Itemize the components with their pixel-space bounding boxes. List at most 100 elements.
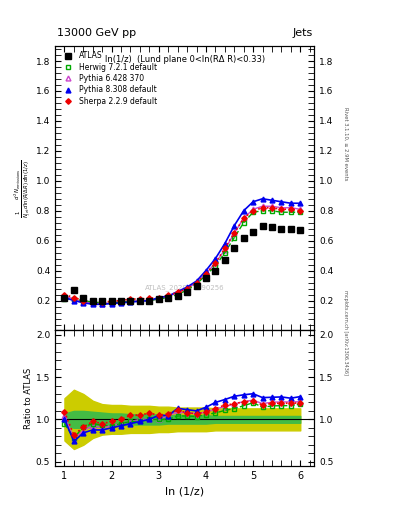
Herwig 7.2.1 default	[279, 209, 284, 216]
Pythia 8.308 default	[81, 300, 86, 306]
ATLAS	[100, 297, 105, 304]
Sherpa 2.2.9 default	[222, 245, 227, 251]
Line: Pythia 8.308 default: Pythia 8.308 default	[62, 196, 303, 307]
Pythia 8.308 default	[119, 300, 123, 306]
Pythia 6.428 370	[109, 300, 114, 306]
ATLAS	[298, 227, 303, 233]
ATLAS	[270, 224, 274, 230]
Sherpa 2.2.9 default	[204, 270, 208, 276]
Pythia 6.428 370	[100, 301, 105, 307]
Pythia 6.428 370	[241, 215, 246, 221]
Pythia 8.308 default	[147, 297, 152, 304]
Herwig 7.2.1 default	[62, 296, 67, 302]
Herwig 7.2.1 default	[204, 272, 208, 278]
Text: Rivet 3.1.10, ≥ 2.9M events: Rivet 3.1.10, ≥ 2.9M events	[343, 106, 348, 180]
Sherpa 2.2.9 default	[100, 299, 105, 305]
Pythia 8.308 default	[185, 284, 189, 290]
Sherpa 2.2.9 default	[288, 206, 293, 212]
Pythia 8.308 default	[241, 208, 246, 214]
Legend: ATLAS, Herwig 7.2.1 default, Pythia 6.428 370, Pythia 8.308 default, Sherpa 2.2.: ATLAS, Herwig 7.2.1 default, Pythia 6.42…	[57, 48, 160, 109]
Sherpa 2.2.9 default	[175, 289, 180, 295]
Sherpa 2.2.9 default	[213, 260, 218, 266]
Pythia 6.428 370	[222, 247, 227, 253]
Text: 13000 GeV pp: 13000 GeV pp	[57, 28, 136, 38]
Herwig 7.2.1 default	[194, 281, 199, 287]
Herwig 7.2.1 default	[138, 298, 142, 304]
Sherpa 2.2.9 default	[62, 291, 67, 297]
Pythia 8.308 default	[166, 293, 171, 299]
Herwig 7.2.1 default	[119, 299, 123, 305]
Pythia 8.308 default	[288, 200, 293, 206]
Line: Herwig 7.2.1 default: Herwig 7.2.1 default	[62, 208, 303, 305]
Pythia 8.308 default	[279, 199, 284, 205]
ATLAS	[204, 275, 208, 281]
Herwig 7.2.1 default	[213, 263, 218, 269]
Pythia 8.308 default	[232, 223, 237, 229]
ATLAS	[222, 257, 227, 263]
Pythia 8.308 default	[175, 288, 180, 294]
ATLAS	[241, 234, 246, 241]
Sherpa 2.2.9 default	[270, 205, 274, 211]
Pythia 6.428 370	[260, 203, 265, 209]
ATLAS	[194, 283, 199, 289]
Pythia 8.308 default	[204, 268, 208, 274]
Text: mcplots.cern.ch [arXiv:1306.3436]: mcplots.cern.ch [arXiv:1306.3436]	[343, 290, 348, 375]
Pythia 6.428 370	[147, 297, 152, 304]
Pythia 8.308 default	[62, 294, 67, 301]
Pythia 6.428 370	[185, 286, 189, 292]
ATLAS	[156, 296, 161, 302]
Line: Pythia 6.428 370: Pythia 6.428 370	[62, 204, 303, 306]
Sherpa 2.2.9 default	[156, 294, 161, 301]
Sherpa 2.2.9 default	[298, 208, 303, 214]
Sherpa 2.2.9 default	[128, 296, 133, 302]
Y-axis label: Ratio to ATLAS: Ratio to ATLAS	[24, 368, 33, 429]
Pythia 8.308 default	[72, 297, 76, 304]
Pythia 6.428 370	[251, 206, 255, 212]
ATLAS	[185, 288, 189, 294]
Pythia 8.308 default	[156, 294, 161, 301]
Herwig 7.2.1 default	[232, 234, 237, 241]
Y-axis label: $\frac{1}{N_{jet}}\frac{d^2 N_{emissions}}{d\ln(R/\Delta R)\,d\ln(1/z)}$: $\frac{1}{N_{jet}}\frac{d^2 N_{emissions…	[13, 159, 33, 218]
Sherpa 2.2.9 default	[166, 292, 171, 298]
Pythia 6.428 370	[213, 260, 218, 266]
Sherpa 2.2.9 default	[241, 215, 246, 221]
ATLAS	[147, 297, 152, 304]
ATLAS	[128, 297, 133, 304]
Herwig 7.2.1 default	[241, 220, 246, 226]
Herwig 7.2.1 default	[100, 300, 105, 306]
Pythia 6.428 370	[138, 297, 142, 304]
Herwig 7.2.1 default	[72, 296, 76, 302]
Pythia 6.428 370	[175, 290, 180, 296]
Pythia 8.308 default	[213, 255, 218, 262]
Sherpa 2.2.9 default	[251, 208, 255, 214]
ATLAS	[213, 268, 218, 274]
Herwig 7.2.1 default	[90, 299, 95, 305]
Pythia 6.428 370	[204, 270, 208, 276]
Herwig 7.2.1 default	[298, 209, 303, 216]
Herwig 7.2.1 default	[185, 287, 189, 293]
Pythia 6.428 370	[62, 293, 67, 299]
Sherpa 2.2.9 default	[72, 294, 76, 301]
Pythia 8.308 default	[90, 301, 95, 307]
ATLAS	[90, 297, 95, 304]
Sherpa 2.2.9 default	[147, 295, 152, 302]
ATLAS	[62, 294, 67, 301]
Herwig 7.2.1 default	[156, 296, 161, 302]
ATLAS	[109, 297, 114, 304]
Pythia 6.428 370	[298, 206, 303, 212]
Pythia 8.308 default	[194, 278, 199, 284]
Sherpa 2.2.9 default	[232, 230, 237, 236]
Pythia 8.308 default	[251, 199, 255, 205]
Pythia 6.428 370	[232, 230, 237, 236]
Pythia 6.428 370	[119, 299, 123, 305]
ATLAS	[138, 297, 142, 304]
Text: ln(1/z)  (Lund plane 0<ln(RΔ R)<0.33): ln(1/z) (Lund plane 0<ln(RΔ R)<0.33)	[105, 55, 265, 63]
Pythia 8.308 default	[260, 196, 265, 202]
X-axis label: ln (1/z): ln (1/z)	[165, 486, 204, 496]
Pythia 8.308 default	[100, 301, 105, 307]
ATLAS	[81, 294, 86, 301]
Herwig 7.2.1 default	[166, 294, 171, 301]
Line: ATLAS: ATLAS	[62, 223, 303, 303]
Sherpa 2.2.9 default	[185, 286, 189, 292]
Pythia 6.428 370	[279, 205, 284, 211]
